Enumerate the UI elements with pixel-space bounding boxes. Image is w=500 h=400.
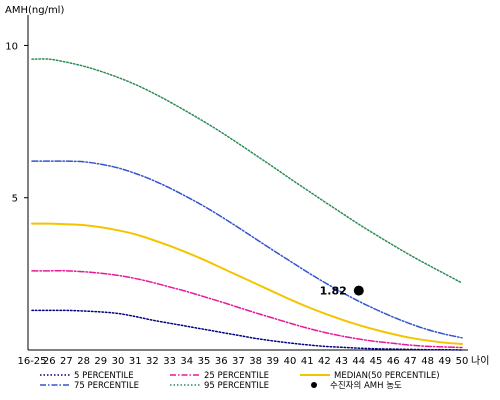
legend-patient-dot <box>311 382 317 388</box>
y-ticks: 5 10 <box>5 41 28 205</box>
x-tick-label: 50 <box>456 356 469 367</box>
x-tick-label: 32 <box>146 356 159 367</box>
x-tick-label: 40 <box>284 356 297 367</box>
x-tick-label: 31 <box>129 356 142 367</box>
legend-label-2: 25 PERCENTILE <box>204 371 269 381</box>
series-line-5 <box>31 58 463 284</box>
series-line-3 <box>31 222 463 345</box>
patient-amh-value-label: 1.82 <box>320 285 347 298</box>
x-tick-label: 28 <box>77 356 90 367</box>
x-tick-label: 26 <box>43 356 56 367</box>
legend-label-1: 5 PERCENTILE <box>74 371 134 381</box>
x-tick-label: 47 <box>404 356 417 367</box>
patient-amh-point <box>353 285 364 296</box>
x-tick-label: 41 <box>301 356 314 367</box>
y-tick-label: 10 <box>5 41 18 52</box>
x-tick-label: 43 <box>335 356 348 367</box>
x-tick-label: 46 <box>387 356 400 367</box>
y-axis-label: AMH(ng/ml) <box>5 5 64 16</box>
axes: AMH(ng/ml) 나이 <box>5 5 489 367</box>
legend-label-5: 95 PERCENTILE <box>204 381 269 391</box>
x-axis-label: 나이 <box>471 355 489 367</box>
x-tick-label: 42 <box>318 356 331 367</box>
x-tick-label: 34 <box>180 356 193 367</box>
x-tick-label: 48 <box>421 356 434 367</box>
legend-label-4: 75 PERCENTILE <box>74 381 139 391</box>
x-tick-label: 44 <box>352 356 365 367</box>
x-tick-label: 39 <box>266 356 279 367</box>
x-tick-label: 36 <box>215 356 228 367</box>
y-tick-label: 5 <box>12 194 18 205</box>
legend-label-3: MEDIAN(50 PERCENTILE) <box>334 371 440 381</box>
x-tick-label: 30 <box>112 356 125 367</box>
annotation-layer: 1.82 <box>320 285 364 298</box>
series-line-1 <box>31 309 463 351</box>
x-tick-label: 38 <box>249 356 262 367</box>
x-tick-label: 33 <box>163 356 176 367</box>
x-tick-label: 27 <box>60 356 73 367</box>
legend-patient-label: 수진자의 AMH 농도 <box>330 380 402 391</box>
x-tick-label: 35 <box>198 356 211 367</box>
x-tick-label: 45 <box>370 356 383 367</box>
series-line-4 <box>31 160 463 339</box>
legend: 5 PERCENTILE 25 PERCENTILE MEDIAN(50 PERCE… <box>40 371 440 391</box>
series-line-2 <box>31 270 463 349</box>
x-tick-label: 37 <box>232 356 245 367</box>
x-tick-label: 49 <box>438 356 451 367</box>
x-tick-label: 29 <box>94 356 107 367</box>
x-tick-label: 16-25 <box>17 356 46 367</box>
series-layer <box>31 58 463 351</box>
